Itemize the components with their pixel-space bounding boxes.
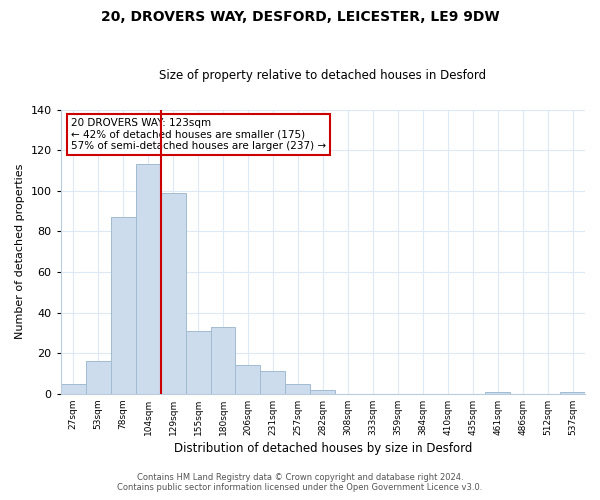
Bar: [161, 193, 185, 394]
Bar: [211, 327, 235, 394]
Y-axis label: Number of detached properties: Number of detached properties: [15, 164, 25, 340]
Bar: [185, 331, 211, 394]
Title: Size of property relative to detached houses in Desford: Size of property relative to detached ho…: [159, 69, 487, 82]
Text: 20, DROVERS WAY, DESFORD, LEICESTER, LE9 9DW: 20, DROVERS WAY, DESFORD, LEICESTER, LE9…: [101, 10, 499, 24]
Bar: [286, 384, 310, 394]
Bar: [310, 390, 335, 394]
Bar: [260, 372, 286, 394]
Text: 20 DROVERS WAY: 123sqm
← 42% of detached houses are smaller (175)
57% of semi-de: 20 DROVERS WAY: 123sqm ← 42% of detached…: [71, 118, 326, 152]
Text: Contains HM Land Registry data © Crown copyright and database right 2024.
Contai: Contains HM Land Registry data © Crown c…: [118, 473, 482, 492]
X-axis label: Distribution of detached houses by size in Desford: Distribution of detached houses by size …: [173, 442, 472, 455]
Bar: [485, 392, 510, 394]
Bar: [235, 366, 260, 394]
Bar: [61, 384, 86, 394]
Bar: [86, 362, 110, 394]
Bar: [560, 392, 585, 394]
Bar: [136, 164, 161, 394]
Bar: [110, 217, 136, 394]
